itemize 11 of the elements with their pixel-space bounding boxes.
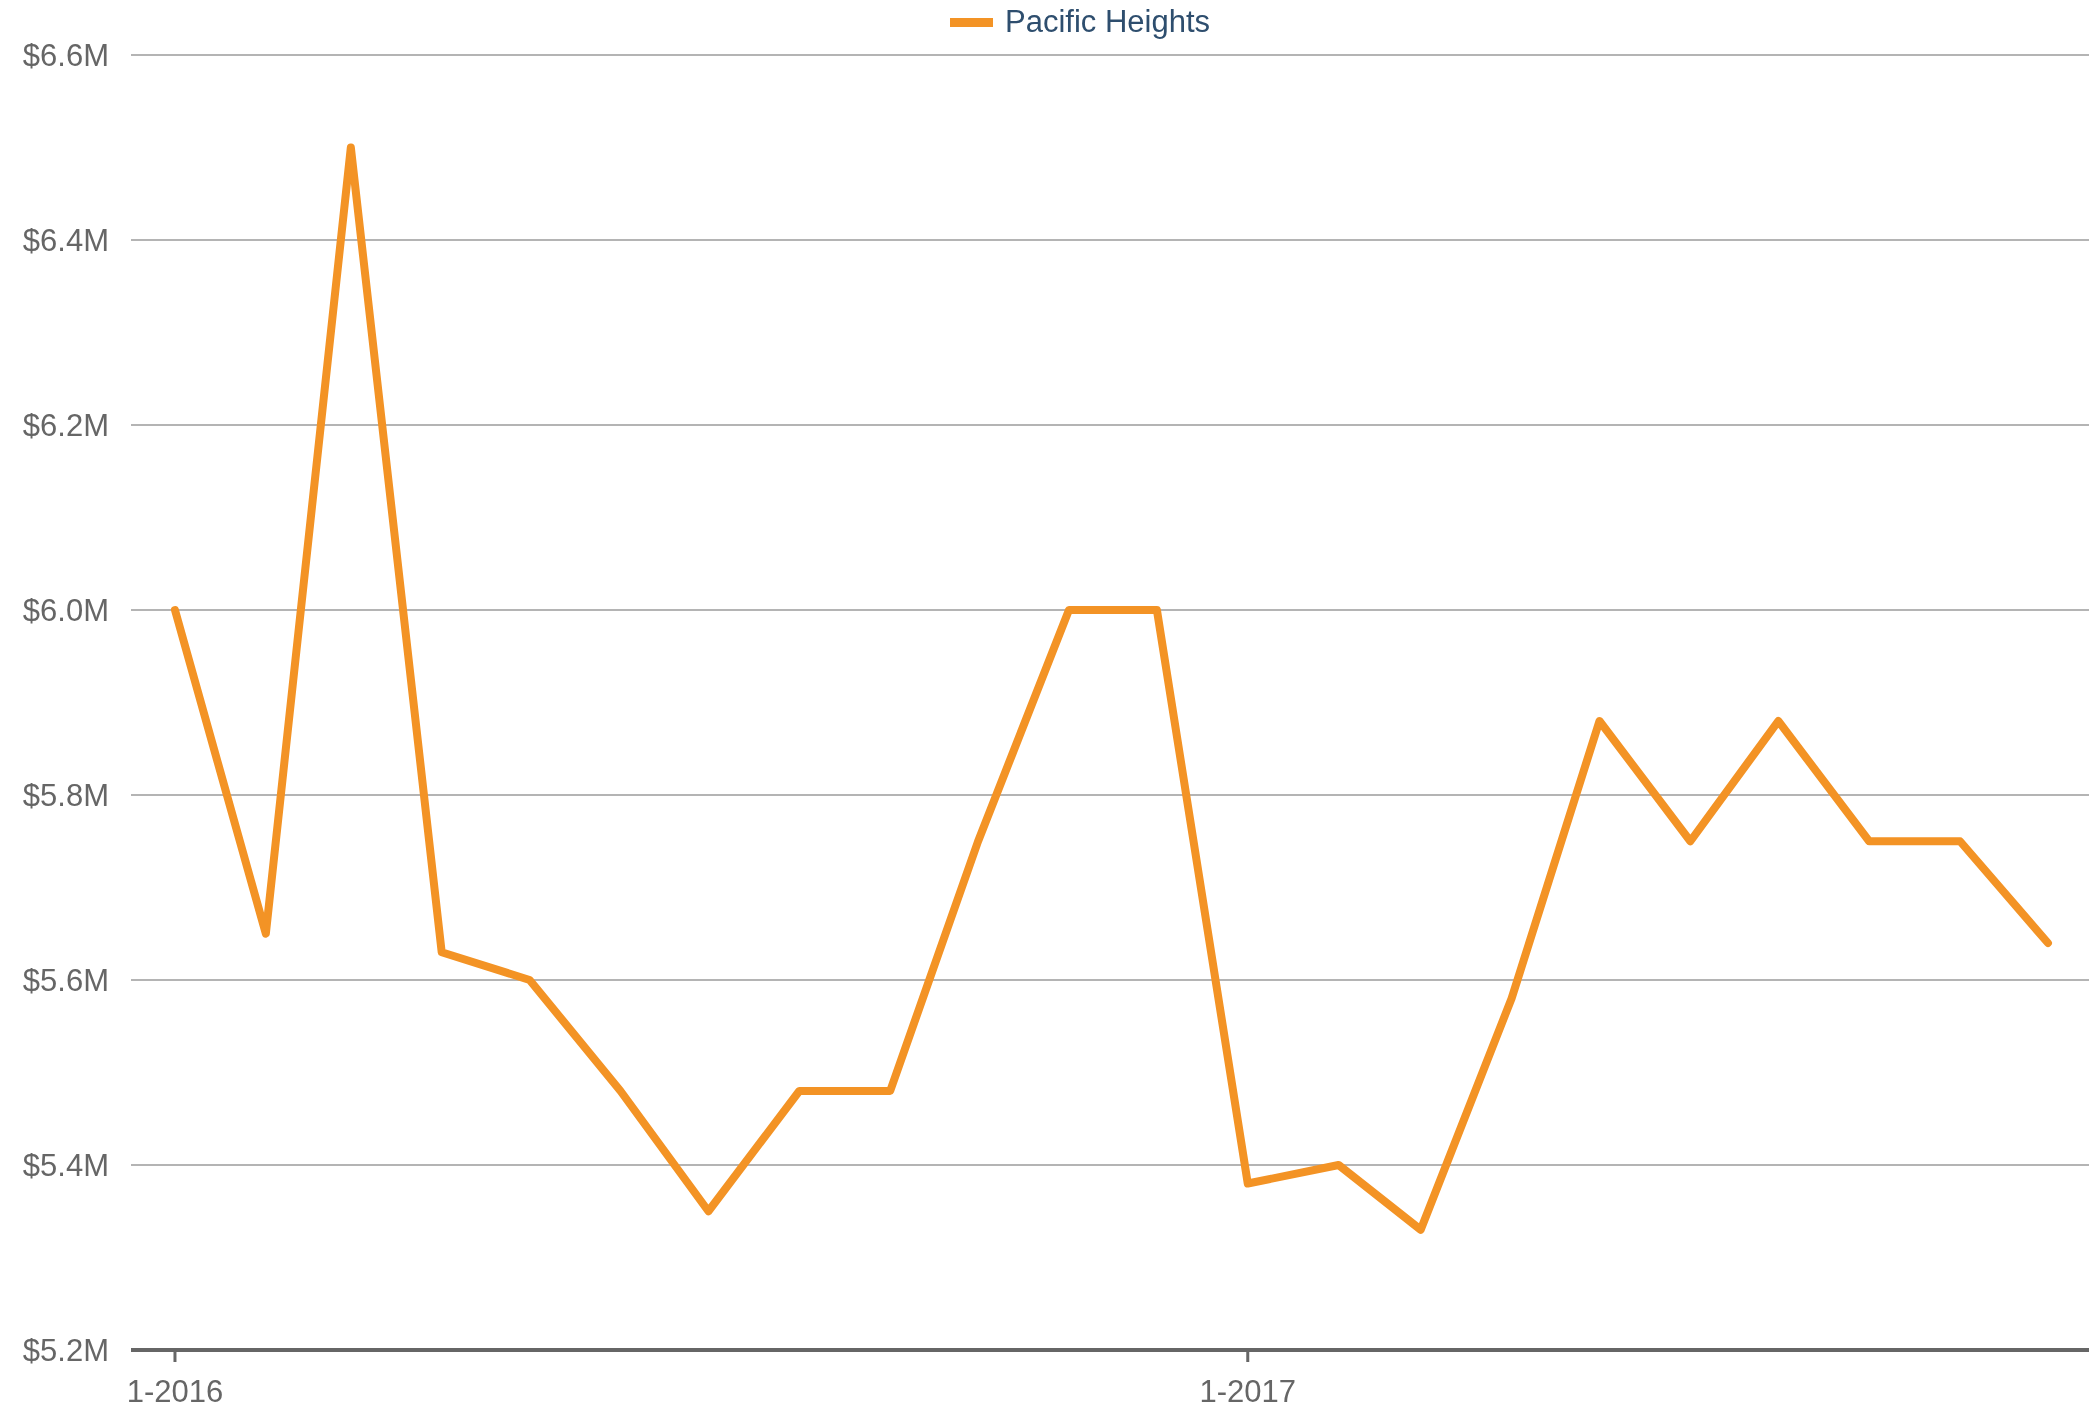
y-tick-label: $6.0M (22, 593, 109, 629)
y-tick-label: $6.6M (22, 38, 109, 73)
y-tick-label: $5.6M (22, 963, 109, 999)
x-tick-label: 1-2016 (126, 1374, 224, 1410)
x-tick-label: 1-2017 (1199, 1374, 1297, 1410)
y-tick-label: $5.4M (22, 1148, 109, 1184)
y-tick-label: $6.4M (22, 223, 109, 259)
legend-label: Pacific Heights (1005, 4, 1211, 40)
y-tick-label: $5.8M (22, 778, 109, 814)
y-tick-label: $6.2M (22, 408, 109, 444)
y-tick-label: $5.2M (22, 1333, 109, 1369)
